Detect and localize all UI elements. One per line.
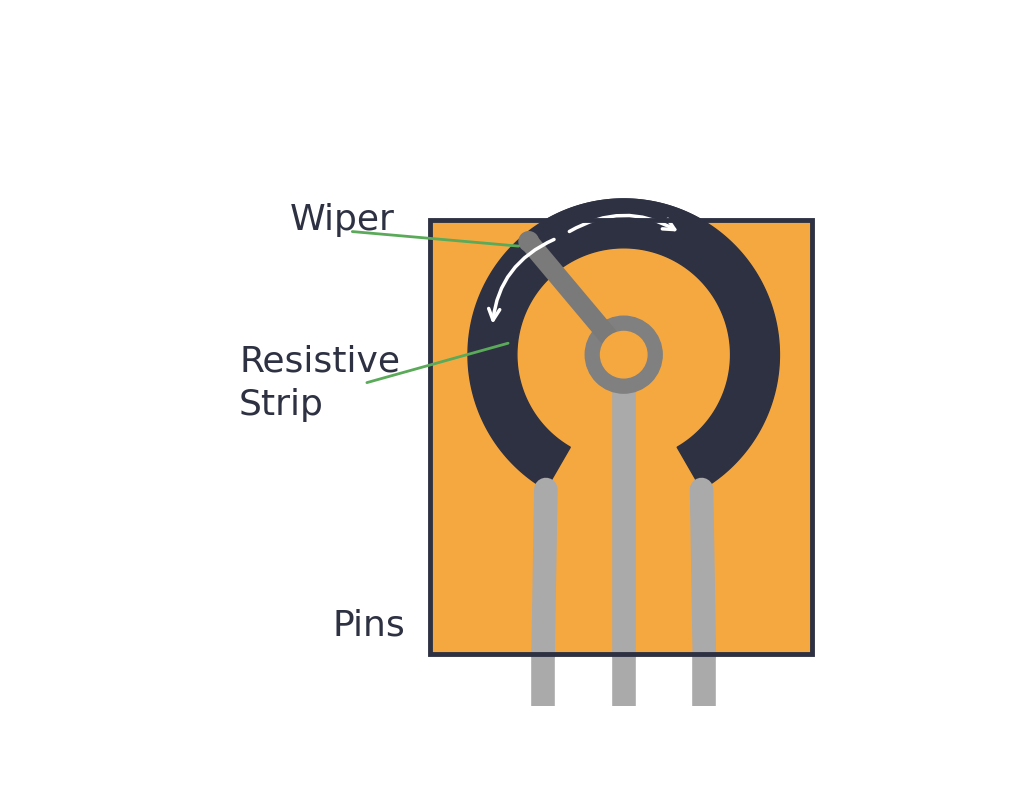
Circle shape (519, 232, 539, 251)
Circle shape (586, 316, 663, 393)
Text: Pins: Pins (333, 608, 406, 642)
Text: Resistive: Resistive (239, 345, 400, 379)
Bar (430, 220, 812, 654)
Bar (430, 220, 812, 654)
Text: Wiper: Wiper (290, 203, 394, 237)
Circle shape (600, 331, 647, 378)
Polygon shape (468, 199, 779, 489)
Text: Strip: Strip (239, 388, 324, 422)
Polygon shape (468, 199, 779, 489)
Bar (430, 220, 812, 654)
